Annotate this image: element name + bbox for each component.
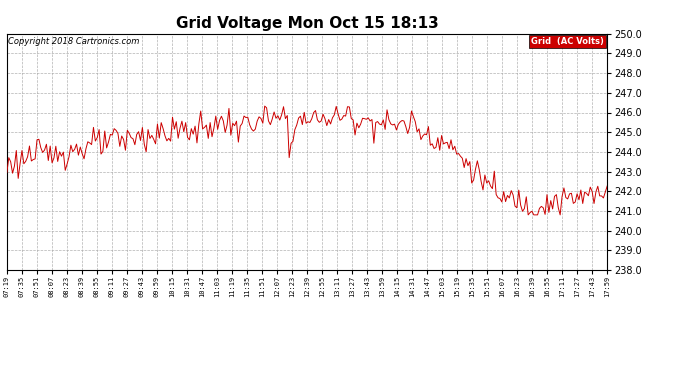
Text: Grid  (AC Volts): Grid (AC Volts): [531, 37, 604, 46]
Text: Copyright 2018 Cartronics.com: Copyright 2018 Cartronics.com: [8, 37, 139, 46]
Title: Grid Voltage Mon Oct 15 18:13: Grid Voltage Mon Oct 15 18:13: [176, 16, 438, 31]
